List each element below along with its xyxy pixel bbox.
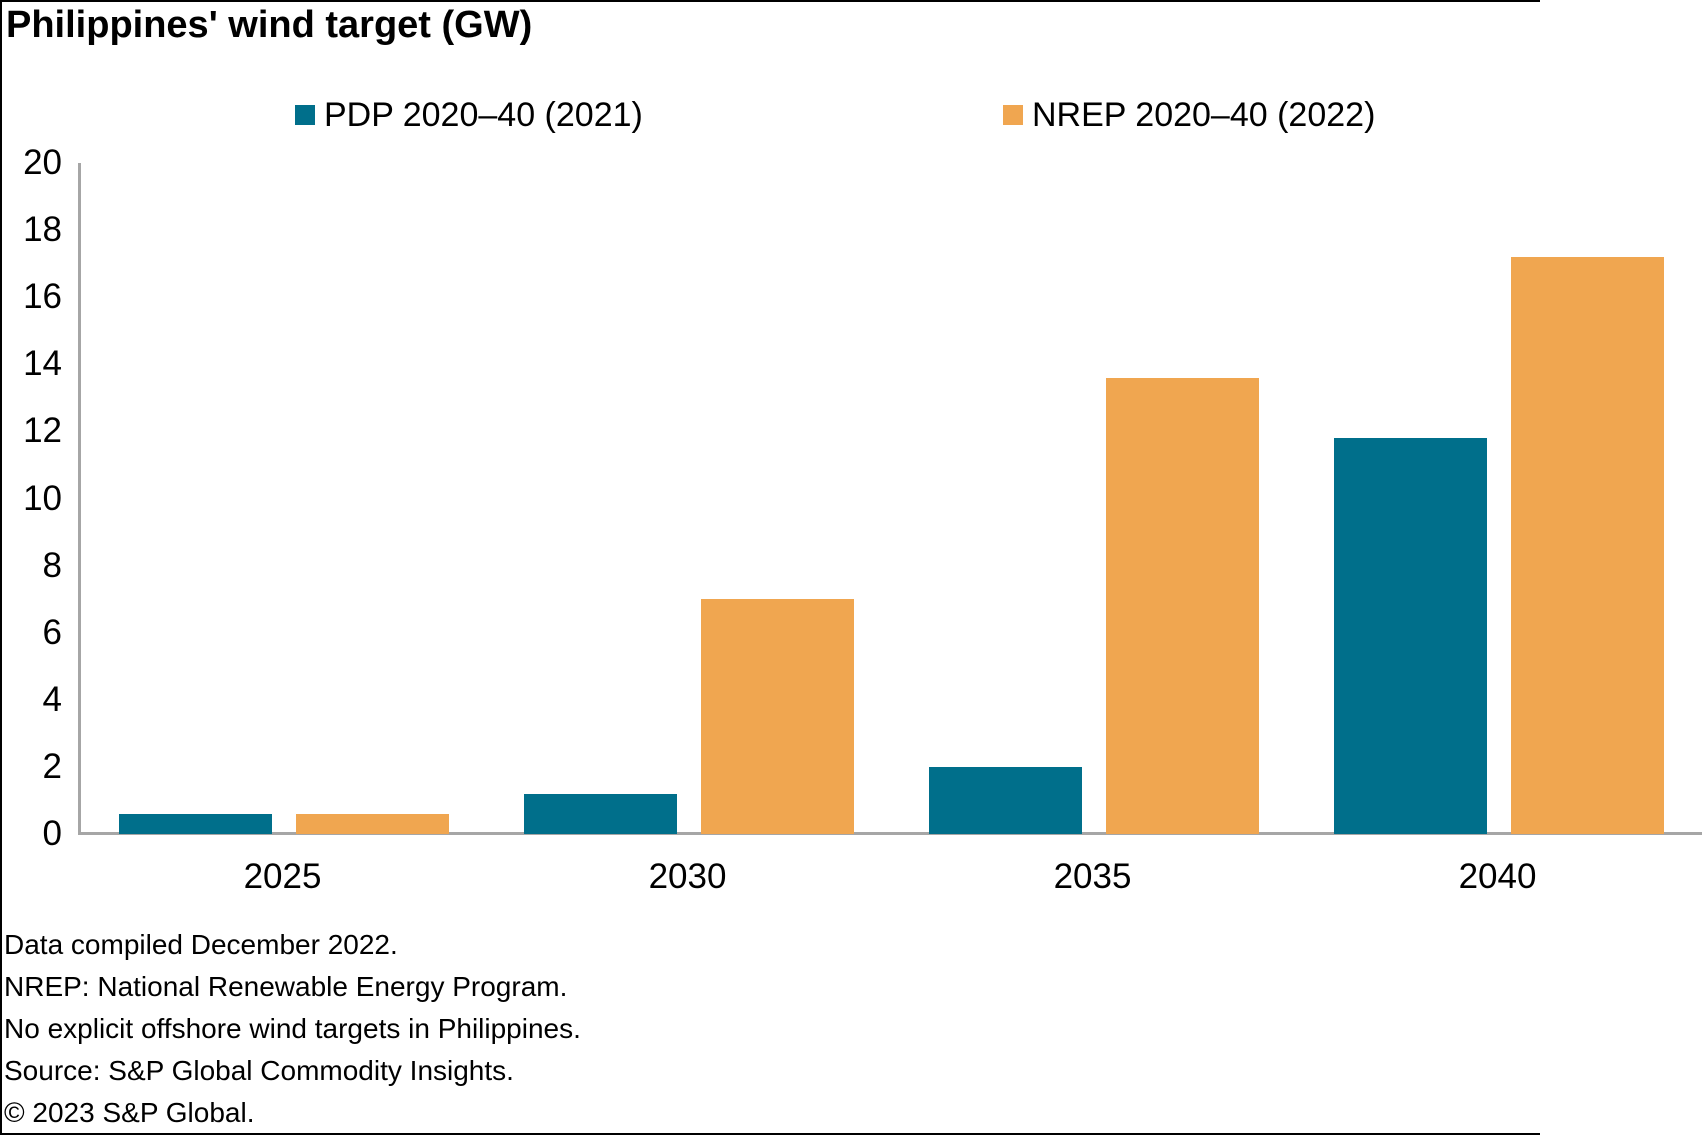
y-tick-label-12: 12 <box>23 411 62 451</box>
legend-label-pdp: PDP 2020–40 (2021) <box>324 95 643 134</box>
frame-border-top <box>0 0 1540 2</box>
legend-item-nrep: NREP 2020–40 (2022) <box>1003 94 1375 136</box>
y-tick-label-10: 10 <box>23 478 62 518</box>
legend-label-nrep: NREP 2020–40 (2022) <box>1032 95 1376 134</box>
frame-border-left <box>0 0 2 1135</box>
y-tick-label-16: 16 <box>23 277 62 317</box>
footnote-line-3: No explicit offshore wind targets in Phi… <box>4 1013 581 1044</box>
footnote-line-1: Data compiled December 2022. <box>4 929 398 960</box>
bar-nrep-2025 <box>296 813 449 834</box>
y-tick-label-18: 18 <box>23 210 62 250</box>
y-tick-label-4: 4 <box>42 679 62 719</box>
y-tick-label-14: 14 <box>23 344 62 384</box>
y-axis-line <box>78 163 81 835</box>
legend-swatch-pdp-icon <box>295 105 315 125</box>
legend-item-pdp: PDP 2020–40 (2021) <box>295 94 643 136</box>
x-axis-line <box>78 832 1702 835</box>
bar-pdp-2025 <box>119 813 272 834</box>
bar-nrep-2030 <box>701 599 854 834</box>
footnote-line-4: Source: S&P Global Commodity Insights. <box>4 1055 514 1086</box>
footnote-line-2: NREP: National Renewable Energy Program. <box>4 971 568 1002</box>
bar-pdp-2040 <box>1334 438 1487 834</box>
y-tick-label-20: 20 <box>23 143 62 182</box>
y-tick-label-6: 6 <box>42 612 62 652</box>
x-tick-label-2040: 2040 <box>1458 857 1537 896</box>
bar-nrep-2040 <box>1511 256 1664 834</box>
bar-nrep-2035 <box>1106 377 1259 834</box>
legend-swatch-nrep-icon <box>1003 105 1023 125</box>
x-tick-label-2030: 2030 <box>648 857 727 896</box>
x-tick-label-2025: 2025 <box>243 857 322 896</box>
y-tick-label-8: 8 <box>42 545 62 585</box>
frame-border-bottom <box>0 1133 1540 1135</box>
y-tick-label-2: 2 <box>42 746 62 786</box>
chart-title: Philippines' wind target (GW) <box>6 4 533 46</box>
bar-pdp-2030 <box>524 793 677 834</box>
y-tick-label-0: 0 <box>42 814 62 853</box>
x-tick-label-2035: 2035 <box>1053 857 1132 896</box>
bar-pdp-2035 <box>929 766 1082 834</box>
footnote-line-5: © 2023 S&P Global. <box>4 1097 255 1128</box>
